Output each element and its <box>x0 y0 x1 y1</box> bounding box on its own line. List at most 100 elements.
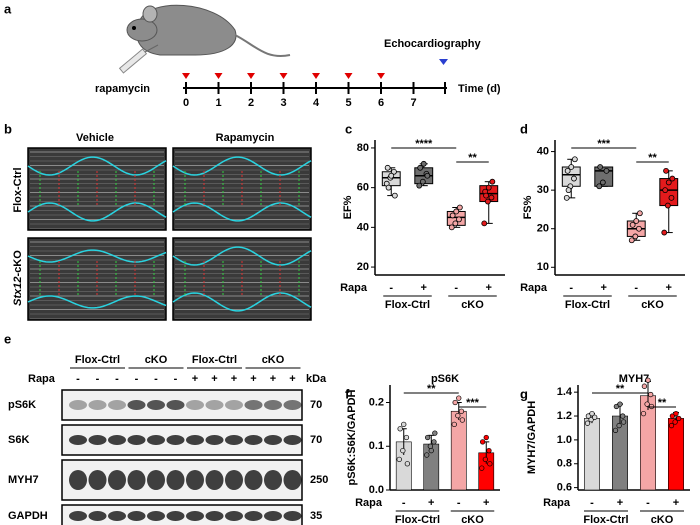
data-point <box>644 401 650 407</box>
data-point <box>592 414 598 420</box>
data-point <box>668 194 675 201</box>
day-label: 0 <box>183 97 189 109</box>
data-point <box>632 233 639 240</box>
panel-label: b <box>4 121 12 136</box>
data-point <box>391 192 398 199</box>
data-point <box>620 413 626 419</box>
treatment-level: + <box>421 282 427 294</box>
protein-label: GAPDH <box>8 510 48 522</box>
data-point <box>416 182 423 189</box>
blot-band <box>264 400 282 410</box>
blot-sign: - <box>174 373 178 385</box>
row-label-gene: Stx12 <box>12 276 24 305</box>
timeline-axis-label: Time (d) <box>458 83 501 95</box>
wall-trace <box>27 202 167 222</box>
data-point <box>384 164 391 171</box>
blot-band <box>108 511 126 521</box>
data-point <box>668 422 675 429</box>
blot-band <box>264 511 282 521</box>
data-point <box>669 175 676 182</box>
significance-label: ** <box>468 152 477 164</box>
y-tick-label: 1.0 <box>557 434 572 446</box>
blot-band <box>186 511 204 521</box>
blot-band <box>205 511 224 521</box>
y-tick-label: 60 <box>357 182 369 194</box>
day-label: 4 <box>313 97 320 109</box>
data-point <box>664 202 671 209</box>
treatment-level: + <box>483 497 489 509</box>
blot-band <box>244 435 263 445</box>
data-point <box>636 210 643 217</box>
data-point <box>482 456 489 463</box>
treatment-level: + <box>486 282 492 294</box>
data-point <box>599 179 606 186</box>
data-point <box>401 421 407 428</box>
data-point <box>397 426 403 432</box>
panel-label: a <box>4 1 12 16</box>
kda-label: 35 <box>310 510 322 522</box>
data-point <box>483 192 489 199</box>
kda-label: 70 <box>310 399 322 411</box>
treatment-label: Rapa <box>355 497 383 509</box>
blot-band <box>205 435 224 445</box>
data-point <box>585 413 592 419</box>
data-point <box>456 204 463 211</box>
blot-band <box>244 511 263 521</box>
row-label: Stx12-cKO <box>12 250 24 306</box>
data-point <box>571 175 577 182</box>
data-point <box>424 172 431 179</box>
treatment-level: - <box>590 497 594 509</box>
data-point <box>662 187 669 194</box>
significance-label: **** <box>415 138 433 150</box>
kda-label: 70 <box>310 434 322 446</box>
blot-band <box>166 435 185 445</box>
protein-label: pS6K <box>8 399 36 411</box>
mouse-illustration <box>118 4 291 74</box>
blot-band <box>147 470 165 490</box>
dose-marker <box>247 73 255 79</box>
data-point <box>480 439 486 445</box>
treatment-level: - <box>402 497 406 509</box>
day-label: 3 <box>280 97 286 109</box>
data-point <box>488 194 495 201</box>
echo-image <box>172 237 312 321</box>
data-point <box>484 198 491 205</box>
treatment-level: + <box>601 282 607 294</box>
dose-marker <box>377 73 385 79</box>
y-tick-label: 0.8 <box>557 458 572 470</box>
treatment-label: Rapa <box>340 282 368 294</box>
event-label: Echocardiography <box>384 38 481 50</box>
wall-trace <box>27 295 167 309</box>
data-point <box>673 410 679 417</box>
blot-band <box>127 400 146 410</box>
significance-label: ** <box>648 152 657 164</box>
y-tick-label: 0.1 <box>369 440 384 452</box>
data-point <box>400 447 406 454</box>
data-point <box>565 187 572 194</box>
blot-band <box>108 400 126 410</box>
treatment-level: - <box>646 497 650 509</box>
treatment-level: - <box>389 282 393 294</box>
group-label: Flox-Ctrl <box>583 514 628 525</box>
column-label: Vehicle <box>76 132 114 144</box>
y-axis-label: pS6K:S6K/GAPDH <box>346 389 358 485</box>
blot-sign: - <box>154 373 158 385</box>
blot-band <box>283 511 302 521</box>
y-tick-label: 20 <box>537 223 549 235</box>
blot-sign: - <box>96 373 100 385</box>
treatment-label: Rapa <box>520 282 548 294</box>
data-point <box>485 184 492 191</box>
data-point <box>404 461 411 467</box>
blot-band <box>225 400 243 410</box>
blot-band <box>283 435 302 445</box>
data-point <box>479 465 485 471</box>
y-tick-label: 1.4 <box>557 386 573 398</box>
blot-sign: + <box>231 373 237 385</box>
data-point <box>669 413 676 419</box>
protein-label: S6K <box>8 434 29 446</box>
blot-group-label: cKO <box>262 354 285 366</box>
kda-label: 250 <box>310 474 328 486</box>
blot-sign: + <box>192 373 198 385</box>
wall-trace <box>172 202 312 222</box>
data-point <box>391 168 397 175</box>
